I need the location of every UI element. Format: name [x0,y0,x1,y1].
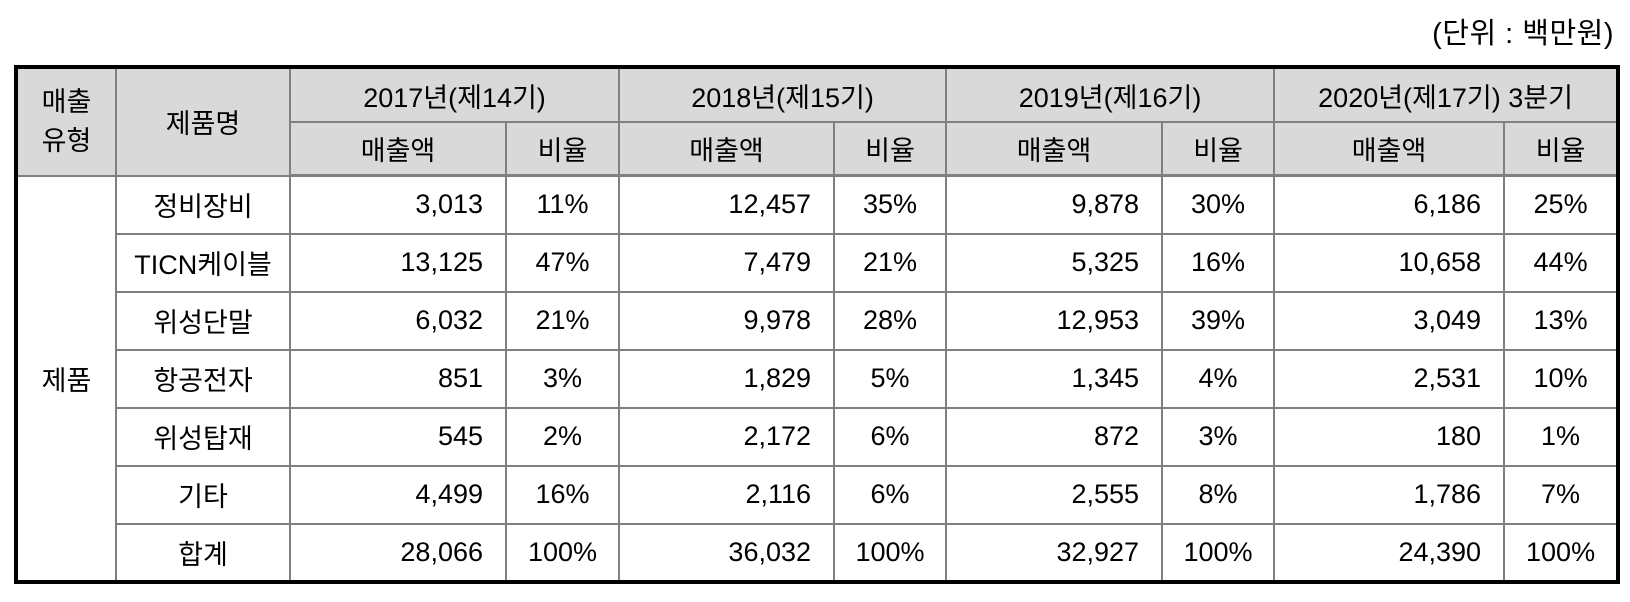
revenue-cell: 4,499 [289,464,507,525]
product-cell: 위성단말 [115,290,291,351]
table-row: 위성단말 6,032 21% 9,978 28% 12,953 39% 3,04… [16,290,1620,351]
product-cell: 기타 [115,464,291,525]
revenue-cell: 1,345 [945,348,1164,409]
ratio-cell: 13% [1503,290,1620,351]
ratio-cell: 100% [1161,522,1276,583]
ratio-cell: 4% [1161,348,1276,409]
header-sales-type-line2: 유형 [41,125,92,156]
category-cell-product: 제품 [15,174,117,583]
ratio-cell: 100% [1503,522,1620,583]
header-year-2019: 2019년(제16기) [945,66,1276,123]
header-ratio-2019: 비율 [1161,121,1276,177]
revenue-cell: 5,325 [945,232,1164,293]
revenue-cell: 1,829 [618,348,836,409]
product-cell: 항공전자 [115,348,291,409]
ratio-cell: 30% [1161,174,1276,235]
ratio-cell: 39% [1161,290,1276,351]
revenue-cell: 13,125 [289,232,507,293]
ratio-cell: 21% [504,290,621,351]
revenue-cell: 9,978 [618,290,836,351]
ratio-cell: 16% [504,464,621,525]
revenue-cell: 6,032 [289,290,507,351]
revenue-cell: 2,116 [618,464,836,525]
revenue-cell: 2,531 [1273,348,1506,409]
header-revenue-2017: 매출액 [289,121,507,177]
revenue-cell: 2,555 [945,464,1164,525]
unit-label: (단위 : 백만원) [1432,18,1614,50]
total-label-cell: 합계 [115,522,291,583]
ratio-cell: 5% [833,348,948,409]
header-revenue-2018: 매출액 [618,121,836,177]
header-ratio-2017: 비율 [504,121,621,177]
table-row: 위성탑재 545 2% 2,172 6% 872 3% 180 1% [16,406,1620,467]
revenue-cell: 851 [289,348,507,409]
table-row: TICN케이블 13,125 47% 7,479 21% 5,325 16% 1… [16,232,1620,293]
revenue-cell: 24,390 [1273,522,1506,583]
header-year-2020: 2020년(제17기) 3분기 [1273,66,1620,123]
table-row-total: 합계 28,066 100% 36,032 100% 32,927 100% 2… [16,522,1620,583]
ratio-cell: 44% [1503,232,1620,293]
ratio-cell: 1% [1503,406,1620,467]
revenue-cell: 32,927 [945,522,1164,583]
header-product-name: 제품명 [115,66,291,177]
ratio-cell: 25% [1503,174,1620,235]
ratio-cell: 8% [1161,464,1276,525]
header-revenue-2019: 매출액 [945,121,1164,177]
revenue-cell: 2,172 [618,406,836,467]
revenue-cell: 36,032 [618,522,836,583]
header-sales-type: 매출 유형 [15,66,117,177]
revenue-cell: 1,786 [1273,464,1506,525]
revenue-cell: 3,049 [1273,290,1506,351]
revenue-cell: 10,658 [1273,232,1506,293]
product-cell: 위성탑재 [115,406,291,467]
ratio-cell: 35% [833,174,948,235]
revenue-cell: 12,457 [618,174,836,235]
header-ratio-2018: 비율 [833,121,948,177]
product-cell: 정비장비 [115,174,291,235]
ratio-cell: 11% [504,174,621,235]
header-revenue-2020: 매출액 [1273,121,1506,177]
revenue-cell: 180 [1273,406,1506,467]
ratio-cell: 6% [833,464,948,525]
header-sales-type-line1: 매출 [41,86,92,117]
revenue-cell: 3,013 [289,174,507,235]
revenue-cell: 7,479 [618,232,836,293]
revenue-cell: 872 [945,406,1164,467]
ratio-cell: 47% [504,232,621,293]
ratio-cell: 100% [504,522,621,583]
ratio-cell: 28% [833,290,948,351]
ratio-cell: 10% [1503,348,1620,409]
ratio-cell: 2% [504,406,621,467]
ratio-cell: 21% [833,232,948,293]
revenue-cell: 545 [289,406,507,467]
header-year-2018: 2018년(제15기) [618,66,948,123]
product-cell: TICN케이블 [115,232,291,293]
header-year-2017: 2017년(제14기) [288,66,621,123]
ratio-cell: 100% [833,522,948,583]
ratio-cell: 16% [1161,232,1276,293]
revenue-cell: 12,953 [945,290,1164,351]
table-row: 항공전자 851 3% 1,829 5% 1,345 4% 2,531 10% [16,348,1620,409]
revenue-cell: 9,878 [945,174,1164,235]
ratio-cell: 3% [1161,406,1276,467]
ratio-cell: 6% [833,406,948,467]
ratio-cell: 7% [1503,464,1620,525]
header-ratio-2020: 비율 [1503,121,1620,177]
table-row: 제품 정비장비 3,013 11% 12,457 35% 9,878 30% 6… [15,174,1620,583]
revenue-cell: 6,186 [1273,174,1506,235]
table-row: 기타 4,499 16% 2,116 6% 2,555 8% 1,786 7% [16,464,1620,525]
revenue-cell: 28,066 [289,522,507,583]
ratio-cell: 3% [504,348,621,409]
revenue-by-product-table: 매출 유형 제품명 2017년(제14기) 2018년(제15기) 2019년(… [14,65,1621,584]
